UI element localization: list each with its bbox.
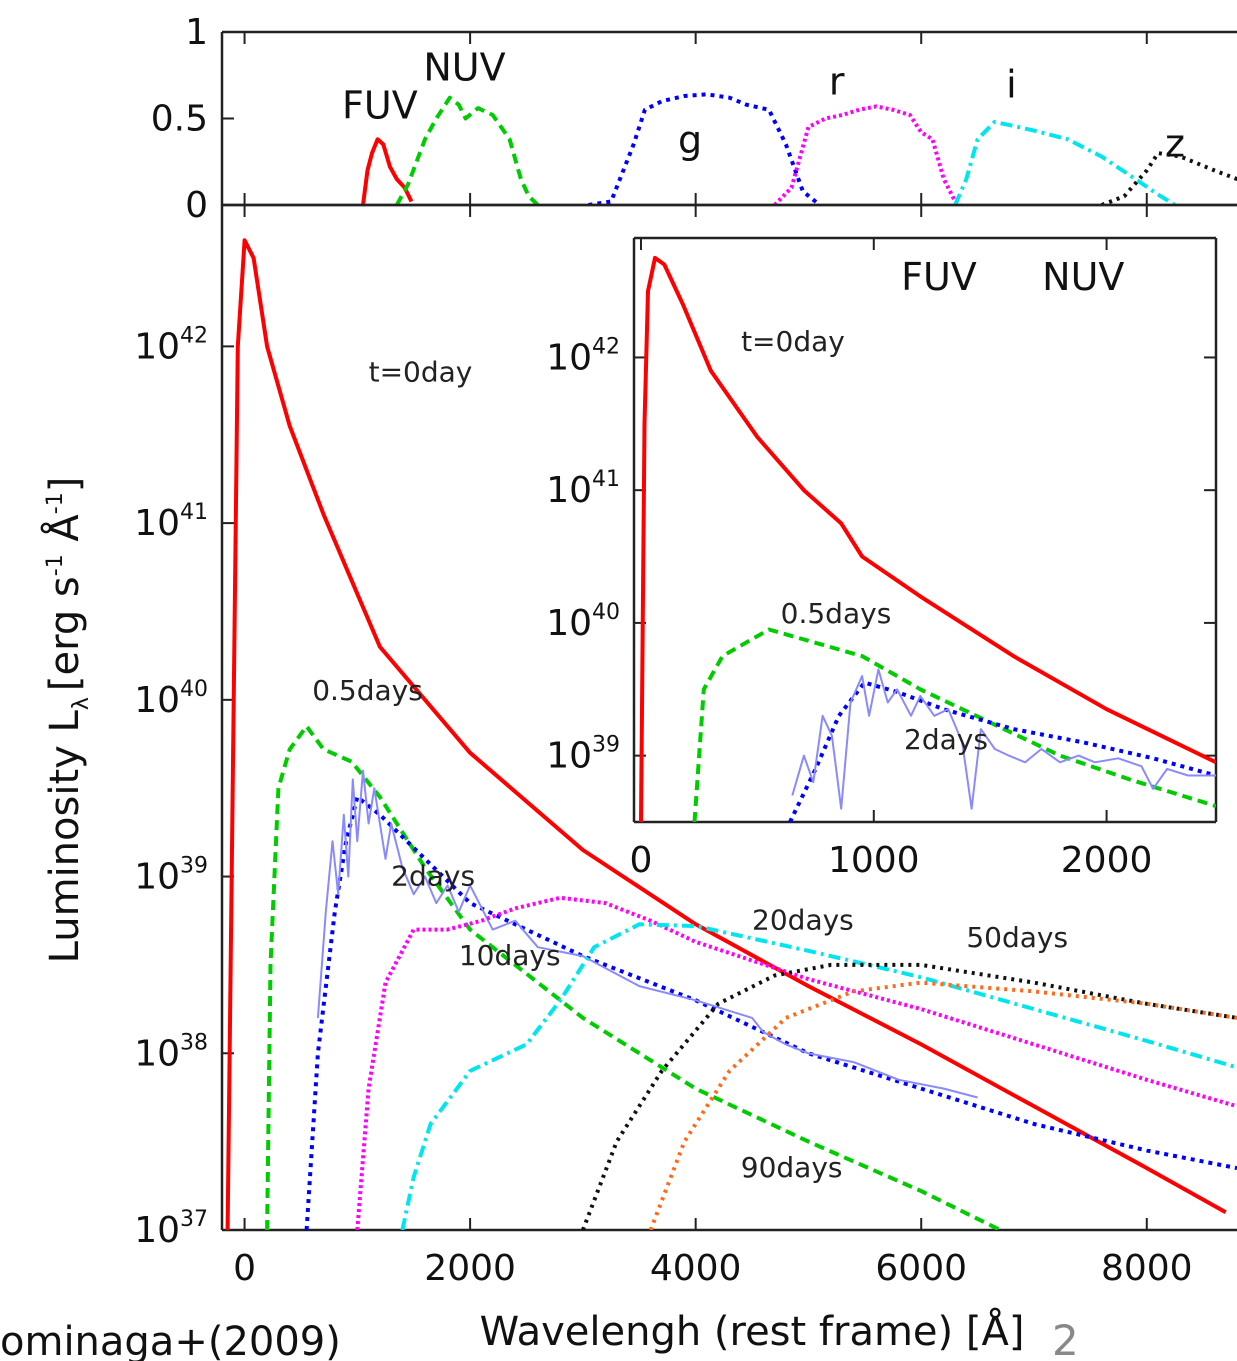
inset-band-label-FUV: FUV (901, 255, 977, 299)
series-line-filters-r (773, 104, 962, 205)
series-label-filters-z: z (1165, 122, 1185, 166)
x-tick-label: 6000 (875, 1248, 967, 1289)
x-tick-label: 0 (233, 1248, 256, 1289)
y-tick-label: 1038 (134, 1030, 208, 1074)
series-label-filters-FUV: FUV (342, 84, 418, 128)
series-label-filters-g: g (678, 118, 702, 162)
series-label-main-d20: 20days (752, 904, 854, 937)
series-line-filters-z (1100, 151, 1237, 205)
x-tick-label: 2000 (424, 1248, 516, 1289)
citation-text: ominaga+(2009) (0, 1319, 341, 1361)
series-label-main-d50: 50days (966, 921, 1068, 954)
series-label-main-d10: 10days (459, 939, 561, 972)
y-axis-title: Luminosity Lλ[erg s-1 Å-1] (40, 477, 94, 964)
y-tick-label: 1040 (134, 677, 208, 721)
series-label-main-t0: t=0day (369, 356, 473, 389)
y-tick-label: 1042 (546, 334, 620, 378)
series-line-main-d05 (265, 724, 1002, 1230)
y-tick-label: 1040 (546, 600, 620, 644)
series-line-filters-i (953, 120, 1177, 205)
y-tick-label: 1039 (134, 854, 208, 898)
x-axis-title: Wavelengh (rest frame) [Å] (480, 1307, 1025, 1355)
series-line-inset-d2obs (791, 668, 1216, 810)
series-line-inset-d05 (692, 627, 1216, 822)
x-tick-label: 2000 (1061, 840, 1153, 881)
series-label-main-d90: 90days (741, 1151, 843, 1184)
series-label-inset-d05: 0.5days (781, 597, 892, 630)
slide-number: 2 (1052, 1316, 1079, 1361)
series-label-filters-NUV: NUV (423, 45, 505, 89)
main-luminosity-panel: 1037 1038 1039 1040 1041 1042 0 2000 4000 6000 800… (134, 203, 1237, 1289)
y-tick-label: 1042 (134, 323, 208, 367)
series-line-inset-t0 (639, 255, 1216, 822)
x-tick-label: 4000 (650, 1248, 742, 1289)
series-line-inset-d2 (788, 680, 1216, 822)
y-tick-label: 1039 (546, 733, 620, 777)
series-label-filters-i: i (1006, 63, 1017, 107)
y-tick-label: 1 (185, 12, 208, 53)
series-label-main-d05: 0.5days (312, 674, 423, 707)
series-line-filters-NUV (395, 95, 540, 205)
series-label-inset-t0: t=0day (741, 325, 845, 358)
series-line-main-d90 (648, 980, 1237, 1230)
series-line-filters-g (588, 92, 821, 205)
series-line-main-d50 (581, 962, 1237, 1230)
y-tick-label: 1041 (134, 500, 208, 544)
inset-luminosity-panel: 1039 1040 1041 1042 0 1000 2000 t=0day 0.5days 2d… (546, 236, 1218, 881)
inset-background (634, 238, 1216, 822)
series-label-main-d2: 2days (391, 859, 475, 892)
inset-band-label-NUV: NUV (1042, 255, 1124, 299)
series-line-main-d2obs (316, 769, 978, 1099)
series-line-main-d20 (400, 922, 1237, 1230)
series-label-inset-d2: 2days (904, 723, 988, 756)
series-line-filters-FUV (361, 137, 414, 205)
y-tick-label: 0 (185, 185, 208, 226)
series-label-filters-r: r (829, 59, 845, 103)
x-tick-label: 1000 (828, 840, 920, 881)
y-tick-label: 0.5 (151, 99, 208, 140)
series-line-main-t0 (225, 238, 1227, 1230)
y-tick-label: 1037 (134, 1207, 208, 1251)
x-tick-label: 8000 (1101, 1248, 1193, 1289)
x-tick-label: 0 (630, 840, 653, 881)
y-tick-label: 1041 (546, 467, 620, 511)
